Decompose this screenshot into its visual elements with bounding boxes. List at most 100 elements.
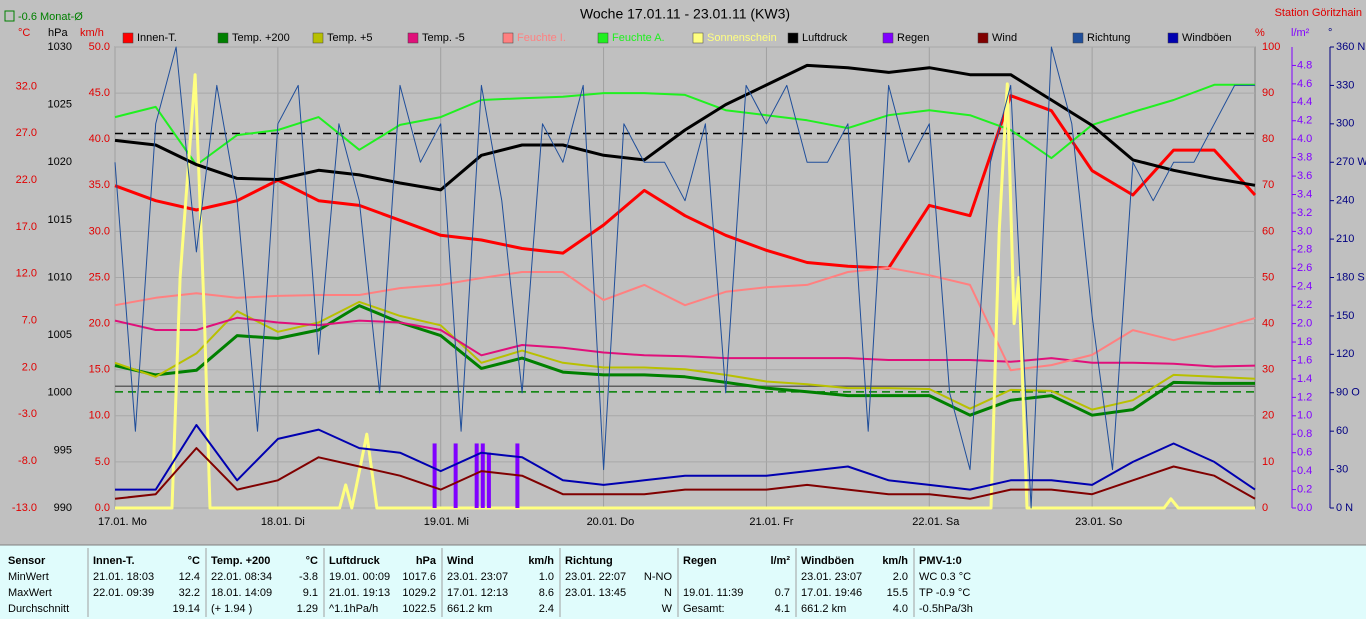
y-tick-label: 0.8 (1297, 428, 1312, 440)
legend-swatch (1072, 32, 1084, 44)
cell-right: 32.2 (179, 587, 200, 599)
y-tick-label: 0.2 (1297, 483, 1312, 495)
y-tick-label: 1020 (48, 156, 72, 168)
y-tick-label: 15.0 (89, 364, 110, 376)
cell-right: 8.6 (539, 587, 554, 599)
axis-unit: km/h (80, 27, 104, 39)
y-tick-label: 2.8 (1297, 244, 1312, 256)
y-tick-label: 50.0 (89, 41, 110, 53)
cell-right: 0.7 (775, 587, 790, 599)
y-tick-label: 2.0 (1297, 318, 1312, 330)
y-tick-label: 990 (54, 502, 72, 514)
x-tick-label: 19.01. Mi (424, 516, 469, 528)
y-tick-label: 5.0 (95, 456, 110, 468)
y-tick-label: 1000 (48, 387, 72, 399)
legend-swatch (217, 32, 229, 44)
cell-right: 1017.6 (402, 571, 436, 583)
y-tick-label: 0 (1262, 502, 1268, 514)
y-tick-label: 1025 (48, 99, 72, 111)
y-tick-label: 1030 (48, 41, 72, 53)
cell-left: 21.01. 18:03 (93, 571, 154, 583)
y-tick-label: 50 (1262, 271, 1274, 283)
row-label: Durchschnitt (8, 603, 69, 615)
cell-left: -0.5hPa/3h (919, 603, 973, 615)
y-tick-label: 1.2 (1297, 391, 1312, 403)
y-tick-label: 1005 (48, 329, 72, 341)
y-tick-label: 150 (1336, 310, 1354, 322)
y-tick-label: -13.0 (12, 502, 37, 514)
legend-swatch (407, 32, 419, 44)
x-tick-label: 20.01. Do (587, 516, 635, 528)
column-title: Wind (447, 555, 474, 567)
y-tick-label: 270 W (1336, 156, 1366, 168)
y-tick-label: 1.8 (1297, 336, 1312, 348)
cell-right: 1.0 (539, 571, 554, 583)
cell-left: ^1.1hPa/h (329, 603, 378, 615)
y-tick-label: 180 S (1336, 271, 1365, 283)
y-tick-label: 1010 (48, 271, 72, 283)
y-tick-label: 60 (1336, 425, 1348, 437)
y-tick-label: 10.0 (89, 410, 110, 422)
y-tick-label: 4.6 (1297, 78, 1312, 90)
cell-right: 4.0 (893, 603, 908, 615)
row-label: MaxWert (8, 587, 52, 599)
legend-label: Temp. -5 (422, 32, 465, 44)
y-tick-label: 120 (1336, 348, 1354, 360)
y-tick-label: 300 (1336, 118, 1354, 130)
axis-unit: °C (18, 27, 30, 39)
station-name: Station Göritzhain (1275, 7, 1362, 19)
y-tick-label: 30.0 (89, 225, 110, 237)
month-mean-label: -0.6 Monat-Ø (18, 11, 83, 23)
y-tick-label: -3.0 (18, 408, 37, 420)
axis-unit: l/m² (1291, 27, 1310, 39)
legend-label: Wind (992, 32, 1017, 44)
series-line (114, 300, 1256, 411)
y-tick-label: 90 O (1336, 387, 1360, 399)
cell-right: 2.0 (893, 571, 908, 583)
cell-left: 23.01. 23:07 (447, 571, 508, 583)
cell-left: 23.01. 13:45 (565, 587, 626, 599)
column-title: Luftdruck (329, 555, 381, 567)
cell-left: 22.01. 09:39 (93, 587, 154, 599)
cell-left: 661.2 km (447, 603, 492, 615)
legend-label: Feuchte A. (612, 32, 665, 44)
cell-right: N-NO (644, 571, 673, 583)
legend-label: Regen (897, 32, 929, 44)
cell-left: 18.01. 14:09 (211, 587, 272, 599)
column-title: Regen (683, 555, 717, 567)
y-tick-label: 10 (1262, 456, 1274, 468)
header-label: Sensor (8, 555, 46, 567)
legend-label: Luftdruck (802, 32, 848, 44)
y-tick-label: 70 (1262, 179, 1274, 191)
y-tick-label: 17.0 (16, 221, 37, 233)
cell-right: -3.8 (299, 571, 318, 583)
y-tick-label: 30 (1262, 364, 1274, 376)
y-tick-label: 3.0 (1297, 225, 1312, 237)
legend-swatch (1167, 32, 1179, 44)
x-tick-label: 18.01. Di (261, 516, 305, 528)
legend-swatch (692, 32, 704, 44)
y-tick-label: 2.2 (1297, 299, 1312, 311)
y-tick-label: 12.0 (16, 268, 37, 280)
y-tick-label: 0.0 (1297, 502, 1312, 514)
y-tick-label: 2.0 (22, 361, 37, 373)
cell-left: Gesamt: (683, 603, 725, 615)
y-tick-label: 35.0 (89, 179, 110, 191)
y-tick-label: 40 (1262, 318, 1274, 330)
legend-label: Temp. +200 (232, 32, 290, 44)
rain-bar (453, 443, 458, 508)
column-title: Innen-T. (93, 555, 135, 567)
y-tick-label: 0 N (1336, 502, 1353, 514)
axis-unit: ° (1328, 27, 1332, 39)
y-tick-label: 25.0 (89, 271, 110, 283)
column-title: PMV-1:0 (919, 555, 962, 567)
y-tick-label: 20.0 (89, 318, 110, 330)
y-tick-label: 80 (1262, 133, 1274, 145)
cell-left: 661.2 km (801, 603, 846, 615)
rain-bar (486, 452, 491, 508)
y-tick-label: 3.4 (1297, 188, 1312, 200)
y-tick-label: 32.0 (16, 80, 37, 92)
axis-unit: hPa (48, 27, 68, 39)
cell-right: 15.5 (887, 587, 908, 599)
stats-background (0, 545, 1366, 619)
